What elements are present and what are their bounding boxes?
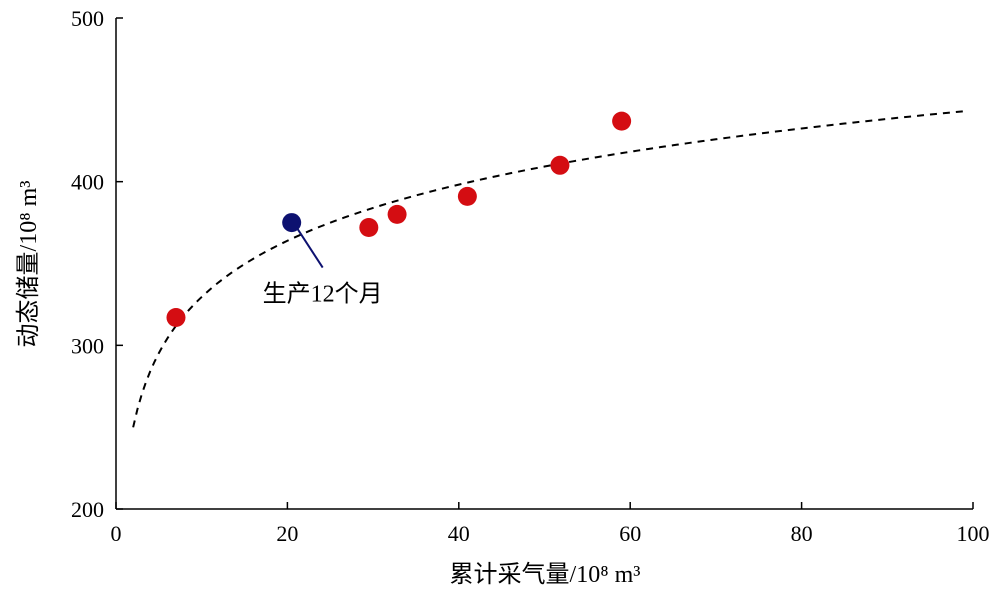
y-tick-label: 500 (71, 6, 104, 31)
x-tick-label: 80 (791, 521, 813, 546)
annotation-layer: 生产12个月 (263, 227, 383, 308)
points-layer (166, 111, 632, 328)
annotation-leader (295, 227, 324, 269)
ticks: 0 20 40 60 80 100 200 300 400 500 (71, 6, 990, 546)
annotation-label: 生产12个月 (263, 281, 383, 308)
data-point (612, 111, 632, 131)
data-point (457, 186, 477, 206)
y-axis-title: 动态储量/10⁸ m³ (15, 181, 42, 348)
y-tick-label: 400 (71, 170, 104, 195)
data-point (550, 155, 570, 175)
trend-line (132, 110, 965, 428)
x-tick-label: 100 (957, 521, 990, 546)
axes (115, 18, 973, 510)
data-point (387, 204, 407, 224)
x-axis-title: 累计采气量/10⁸ m³ (450, 561, 641, 588)
x-tick-label: 20 (276, 521, 298, 546)
y-tick-label: 300 (71, 333, 104, 358)
data-point (282, 213, 302, 233)
data-point (166, 308, 186, 328)
x-tick-label: 0 (111, 521, 122, 546)
trend-layer (132, 110, 965, 428)
y-tick-label: 200 (71, 497, 104, 522)
x-tick-label: 60 (619, 521, 641, 546)
x-tick-label: 40 (448, 521, 470, 546)
data-point (359, 217, 379, 237)
